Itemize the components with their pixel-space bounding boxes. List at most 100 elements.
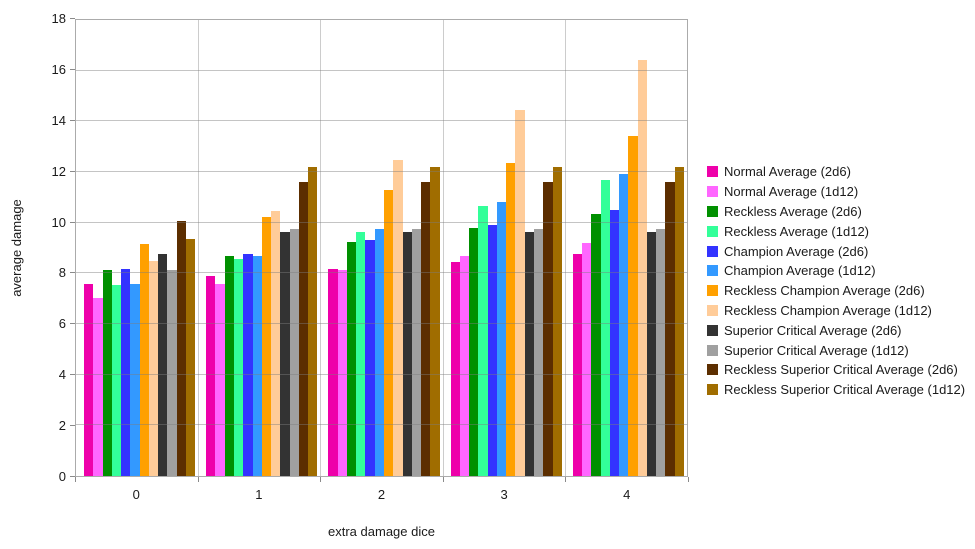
bar (328, 269, 338, 476)
bar (552, 167, 562, 476)
bar (582, 242, 592, 476)
y-tick-label: 8 (58, 265, 66, 281)
bar (111, 285, 122, 476)
x-tick-label: 2 (377, 487, 386, 502)
bar (478, 206, 488, 476)
bar (130, 283, 140, 476)
y-tick-label: 14 (51, 112, 66, 128)
y-axis-tick (70, 323, 75, 325)
x-axis-tick (197, 477, 199, 482)
bar (206, 276, 216, 476)
bar (158, 254, 168, 476)
x-axis-tick (75, 477, 76, 482)
legend-item: Reckless Average (2d6) (707, 202, 965, 222)
legend-swatch (707, 384, 718, 396)
legend-item: Champion Average (2d6) (707, 241, 965, 261)
bar (619, 174, 629, 476)
legend-item: Reckless Average (1d12) (707, 221, 965, 241)
x-axis-tick (320, 477, 322, 482)
bar (411, 229, 422, 476)
y-tick-label: 4 (58, 367, 66, 383)
legend: Normal Average (2d6) Normal Average (1d12… (707, 162, 965, 400)
legend-label: Normal Average (1d12) (724, 184, 859, 200)
bar (383, 190, 394, 476)
bar (93, 297, 103, 476)
bar (402, 232, 412, 476)
legend-label: Superior Critical Average (1d12) (724, 342, 909, 358)
x-axis-tick (442, 477, 444, 482)
y-axis-tick (70, 374, 75, 376)
y-tick-label: 18 (51, 11, 66, 26)
x-axis-tick (565, 477, 567, 482)
bar (524, 232, 534, 476)
y-tick-label: 0 (58, 469, 66, 484)
bar (646, 232, 657, 476)
legend-swatch (707, 304, 718, 316)
legend-item: Superior Critical Average (1d12) (707, 340, 965, 360)
y-axis-tick (70, 170, 75, 172)
y-axis-title: average damage (9, 199, 24, 297)
bar (176, 221, 186, 476)
bar-group-2 (320, 20, 442, 476)
legend-swatch (707, 245, 718, 257)
legend-swatch (707, 324, 718, 336)
bar-group-3 (443, 20, 565, 476)
legend-label: Champion Average (1d12) (724, 263, 876, 279)
bar (609, 210, 620, 476)
y-tick-label: 10 (51, 214, 66, 230)
bar (450, 261, 460, 476)
bar (543, 182, 553, 476)
bar (600, 179, 610, 476)
x-axis-title: extra damage dice (328, 524, 435, 539)
legend-item: Reckless Superior Critical Average (1d12… (707, 380, 965, 400)
legend-item: Normal Average (1d12) (707, 182, 965, 202)
bar (102, 270, 112, 476)
bars-layer (76, 20, 687, 476)
x-tick-label: 1 (255, 487, 263, 502)
bar (393, 160, 403, 476)
legend-label: Reckless Champion Average (2d6) (724, 283, 925, 299)
legend-item: Reckless Superior Critical Average (2d6) (707, 360, 965, 380)
legend-item: Reckless Champion Average (2d6) (707, 281, 965, 301)
bar (84, 283, 94, 476)
x-axis-tick (688, 477, 689, 482)
legend-label: Superior Critical Average (2d6) (724, 322, 902, 338)
legend-label: Normal Average (2d6) (724, 164, 851, 180)
bar (224, 256, 234, 476)
bar (674, 167, 684, 476)
legend-swatch (707, 166, 718, 178)
legend-item: Reckless Champion Average (1d12) (707, 301, 965, 321)
bar (459, 256, 470, 476)
y-tick-label: 12 (51, 163, 66, 179)
bar (374, 229, 384, 476)
y-tick-label: 2 (58, 418, 66, 434)
bar (496, 201, 507, 476)
bar (261, 217, 272, 476)
bar (139, 244, 149, 476)
legend-label: Reckless Average (2d6) (724, 203, 862, 219)
bar (298, 182, 309, 476)
bar-group-1 (198, 20, 320, 476)
bar (185, 239, 196, 476)
x-tick-label: 4 (623, 487, 631, 502)
gridline-v (564, 20, 566, 476)
y-axis-tick (70, 476, 75, 477)
legend-label: Reckless Superior Critical Average (2d6) (724, 362, 958, 378)
bar-group-0 (76, 20, 198, 476)
bar (469, 227, 479, 476)
legend-label: Reckless Average (1d12) (724, 223, 870, 239)
y-axis-tick (70, 425, 75, 427)
bar (243, 254, 253, 476)
bar (665, 182, 675, 476)
legend-swatch (707, 285, 718, 297)
x-tick-label: 0 (132, 487, 140, 502)
y-axis-tick (70, 18, 75, 19)
bar (487, 224, 497, 476)
bar (628, 136, 638, 476)
legend-item: Superior Critical Average (2d6) (707, 320, 965, 340)
bar (506, 163, 516, 476)
y-axis-tick (70, 272, 75, 274)
bar (637, 59, 647, 476)
legend-swatch (707, 344, 718, 356)
